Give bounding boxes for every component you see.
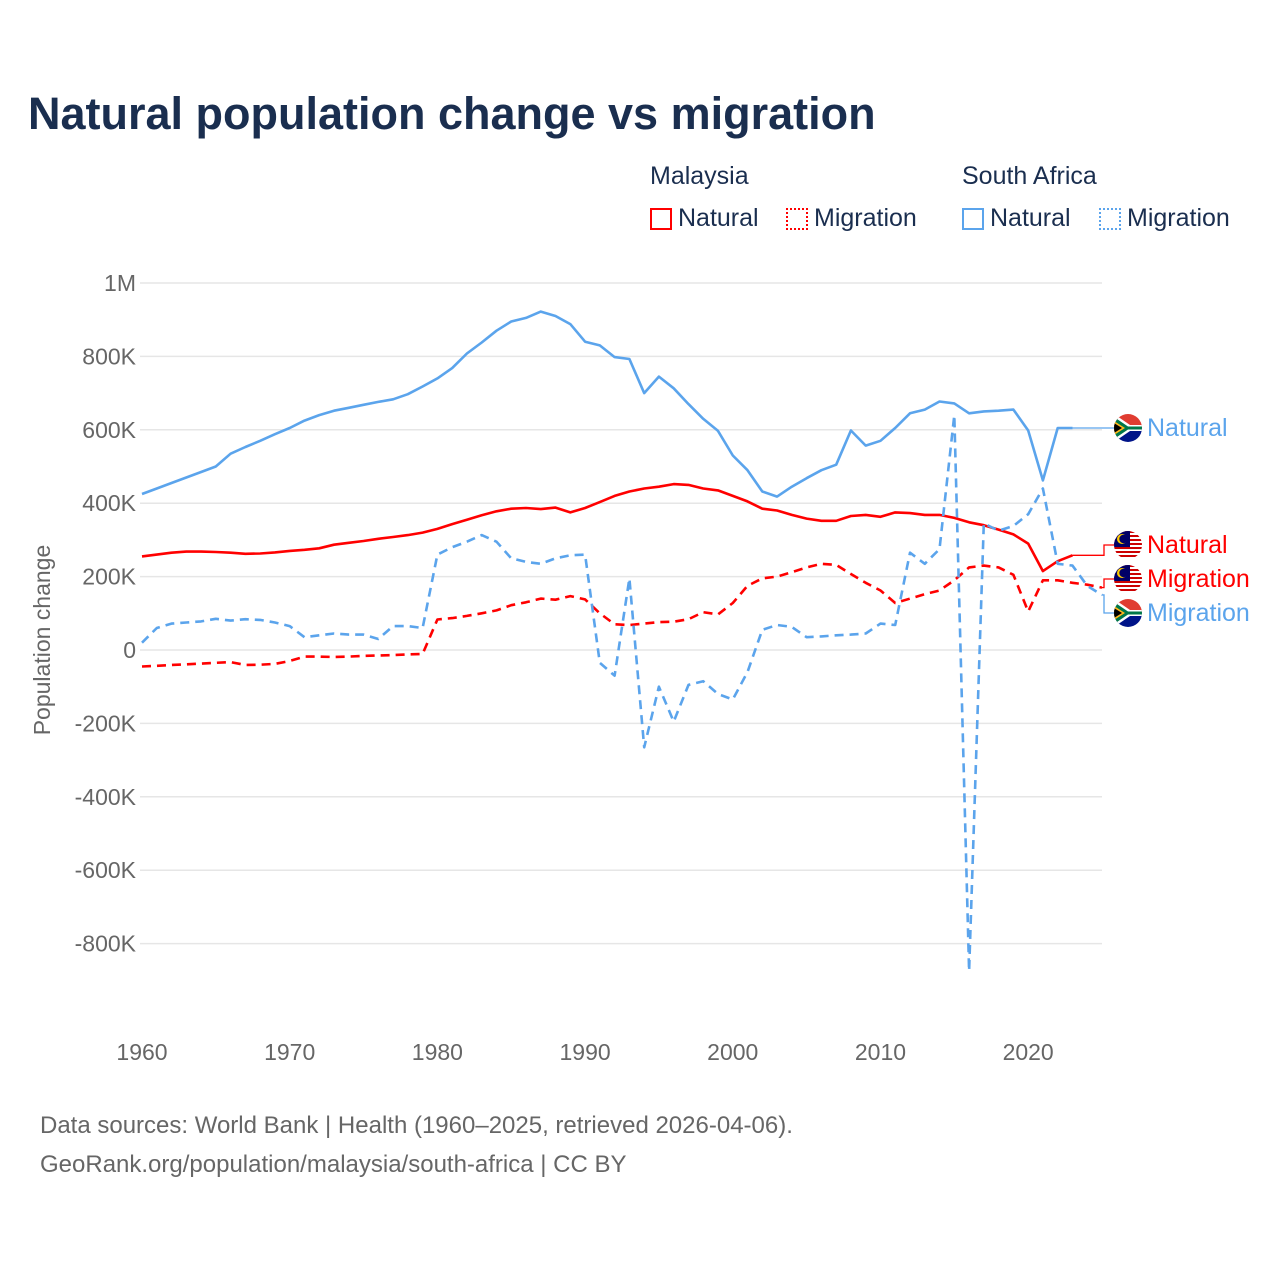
x-tick-label: 1960 bbox=[116, 1039, 167, 1065]
legend-swatch-solid-red bbox=[650, 207, 672, 230]
flag-my-icon bbox=[1114, 531, 1142, 559]
label-connector bbox=[1072, 544, 1114, 556]
series-line-south-africa-migration[interactable] bbox=[141, 413, 1103, 973]
series-line-malaysia-migration[interactable] bbox=[141, 562, 1103, 668]
footer-link[interactable]: GeoRank.org/population/malaysia/south-af… bbox=[40, 1151, 627, 1178]
label-connector bbox=[1102, 594, 1114, 614]
y-tick-label: 200K bbox=[82, 564, 136, 590]
x-tick-label: 2020 bbox=[1003, 1039, 1054, 1065]
x-tick-label: 1990 bbox=[559, 1039, 610, 1065]
series-line-malaysia-natural[interactable] bbox=[141, 482, 1073, 573]
flag-my-icon bbox=[1114, 565, 1142, 593]
legend-group-south-africa: South Africa bbox=[962, 162, 1097, 190]
x-tick-label: 2000 bbox=[707, 1039, 758, 1065]
x-tick-label: 2010 bbox=[855, 1039, 906, 1065]
chart-title: Natural population change vs migration bbox=[28, 88, 876, 139]
legend-label: Natural bbox=[990, 204, 1071, 232]
y-tick-label: -800K bbox=[75, 931, 137, 957]
end-label: Migration bbox=[1147, 599, 1250, 627]
legend-south-africa-natural[interactable]: Natural bbox=[962, 204, 1071, 233]
flag-za-icon bbox=[1114, 599, 1142, 627]
y-tick-label: 800K bbox=[82, 343, 136, 369]
legend-group-malaysia: Malaysia bbox=[650, 162, 749, 190]
y-tick-label: -200K bbox=[75, 710, 137, 736]
legend-label: Migration bbox=[1127, 204, 1230, 232]
x-tick-label: 1970 bbox=[264, 1039, 315, 1065]
y-tick-label: 600K bbox=[82, 417, 136, 443]
legend-label: Natural bbox=[678, 204, 759, 232]
y-tick-label: -600K bbox=[75, 857, 137, 883]
legend-malaysia-natural[interactable]: Natural bbox=[650, 204, 759, 233]
legend-swatch-dotted-blue bbox=[1099, 207, 1121, 230]
legend-south-africa-migration[interactable]: Migration bbox=[1099, 204, 1230, 233]
legend-swatch-dotted-red bbox=[786, 207, 808, 230]
footer-sources: Data sources: World Bank | Health (1960–… bbox=[40, 1112, 793, 1139]
y-tick-label: 0 bbox=[123, 637, 136, 663]
series-line-south-africa-natural[interactable] bbox=[141, 310, 1073, 498]
legend-malaysia-migration[interactable]: Migration bbox=[786, 204, 917, 233]
end-label: Migration bbox=[1147, 565, 1250, 593]
label-connector bbox=[1102, 578, 1114, 589]
x-tick-label: 1980 bbox=[412, 1039, 463, 1065]
y-tick-label: -400K bbox=[75, 784, 137, 810]
end-label: Natural bbox=[1147, 414, 1228, 442]
y-axis-label: Population change bbox=[29, 545, 55, 736]
y-tick-label: 400K bbox=[82, 490, 136, 516]
end-label: Natural bbox=[1147, 531, 1228, 559]
legend-label: Migration bbox=[814, 204, 917, 232]
y-tick-label: 1M bbox=[104, 270, 136, 296]
flag-za-icon bbox=[1114, 414, 1142, 442]
footer: Data sources: World Bank | Health (1960–… bbox=[40, 1106, 793, 1184]
legend-swatch-solid-blue bbox=[962, 207, 984, 230]
